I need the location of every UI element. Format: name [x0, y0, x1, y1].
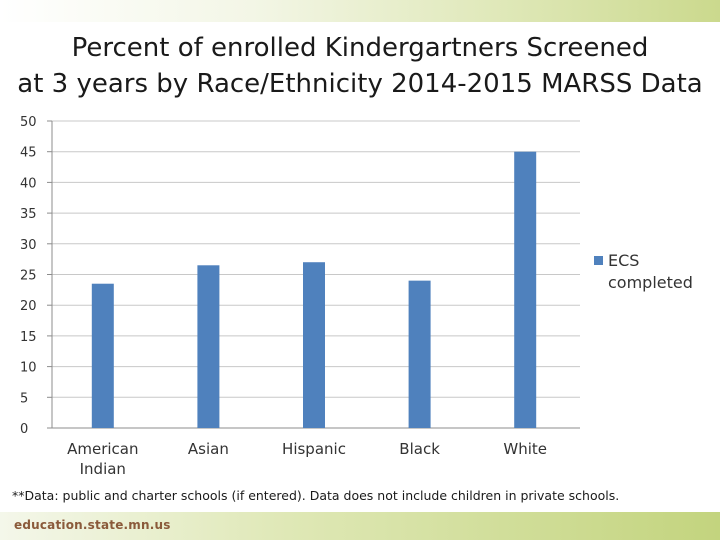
bar: [514, 151, 537, 428]
x-tick-label: Asian: [188, 440, 229, 458]
y-tick-label: 40: [20, 176, 37, 191]
bar: [303, 262, 325, 428]
bottom-decorative-band: [0, 512, 720, 540]
chart-title: Percent of enrolled Kindergartners Scree…: [10, 30, 710, 102]
y-tick-label: 10: [20, 361, 37, 376]
x-tick-label: Black: [399, 440, 440, 458]
y-tick-label: 25: [20, 269, 37, 284]
y-tick-label: 30: [20, 238, 37, 253]
chart-title-line-1: Percent of enrolled Kindergartners Scree…: [71, 33, 649, 63]
y-tick-label: 20: [20, 299, 37, 314]
y-tick-label: 15: [20, 330, 37, 345]
x-tick-label: Indian: [80, 460, 126, 478]
legend-label: ECS completed: [608, 250, 708, 294]
y-tick-label: 0: [20, 422, 28, 437]
bar-chart: 0 5 10 15 20 25 30 35 40 45 50 American Indian Asian H…: [20, 115, 580, 478]
top-decorative-band: [0, 0, 720, 22]
legend-swatch: [594, 256, 603, 265]
legend-label-line-1: ECS: [608, 251, 640, 270]
bar: [91, 283, 114, 428]
bar: [197, 265, 220, 428]
x-tick-label: American: [67, 440, 138, 458]
data-footnote: **Data: public and charter schools (if e…: [12, 488, 620, 503]
x-tick-label: Hispanic: [282, 440, 346, 458]
y-tick-label: 50: [20, 115, 37, 130]
site-url: education.state.mn.us: [14, 518, 171, 532]
x-tick-label: White: [503, 440, 547, 458]
bar: [408, 280, 431, 428]
chart-title-line-2: at 3 years by Race/Ethnicity 2014-2015 M…: [17, 69, 703, 99]
y-tick-label: 35: [20, 207, 37, 222]
legend-label-line-2: completed: [608, 273, 693, 292]
y-tick-label: 5: [20, 391, 28, 406]
y-tick-label: 45: [20, 146, 37, 161]
